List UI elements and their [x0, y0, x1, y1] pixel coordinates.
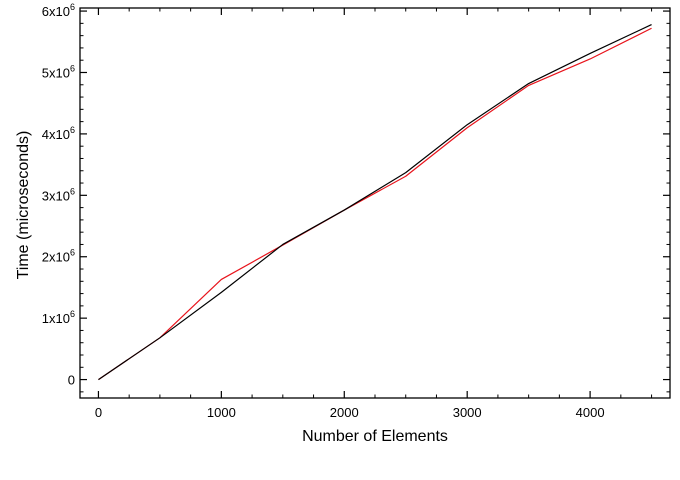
y-axis-title: Time (microseconds): [15, 131, 32, 280]
y-tick-label: 4x106: [42, 125, 75, 142]
y-tick-label: 0: [68, 373, 75, 388]
x-tick-label: 1000: [207, 405, 236, 420]
axis-ticks: [80, 8, 670, 398]
series-line-1: [98, 24, 652, 381]
x-tick-label: 3000: [453, 405, 482, 420]
tick-labels: 0 1000 2000 3000 4000 0 1x106 2x106 3x106 4x106 5x…: [42, 2, 605, 420]
series-layer: [98, 24, 652, 381]
x-tick-label: 0: [95, 405, 102, 420]
x-tick-label: 2000: [330, 405, 359, 420]
x-axis-title: Number of Elements: [302, 428, 448, 445]
y-tick-label: 6x106: [42, 2, 75, 19]
plot-frame: [79, 7, 671, 399]
series-line-2: [98, 27, 652, 381]
x-tick-label: 4000: [576, 405, 605, 420]
y-tick-label: 2x106: [42, 248, 75, 265]
y-tick-label: 1x106: [42, 309, 75, 326]
y-tick-label: 5x106: [42, 63, 75, 80]
y-tick-label: 3x106: [42, 186, 75, 203]
